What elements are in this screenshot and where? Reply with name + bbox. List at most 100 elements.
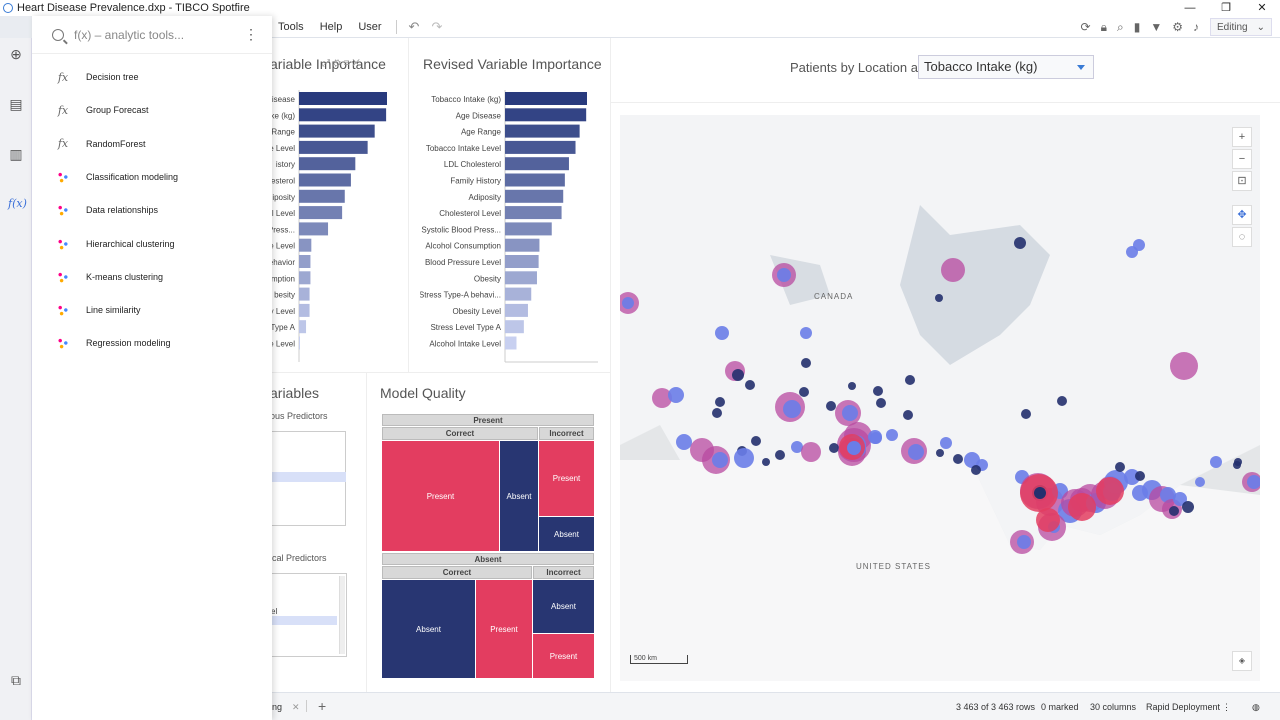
cell-present-incorrect[interactable]: Present — [539, 441, 594, 516]
bar-label: Type A — [271, 323, 296, 332]
bar-label: istory — [276, 160, 295, 169]
cell-present-correct[interactable]: Present — [382, 441, 499, 551]
undo-icon[interactable]: ↶ — [408, 18, 420, 34]
menu-user[interactable]: User — [358, 20, 382, 33]
lasso-icon[interactable]: ◌ — [1232, 227, 1252, 247]
importance-bar — [299, 271, 311, 285]
map-layers-icon[interactable]: ◈ — [1232, 651, 1252, 671]
map-marker — [847, 441, 861, 455]
bar-label: Obesity Level — [453, 307, 502, 316]
importance-bar — [299, 173, 351, 187]
mode-selector[interactable]: Editing ⌄ — [1210, 18, 1272, 36]
menu-help[interactable]: Help — [319, 20, 343, 33]
cell-absent-incorrect[interactable]: Absent — [539, 517, 594, 551]
importance-bar — [299, 140, 368, 154]
patients-map[interactable]: CANADA UNITED STATES 500 km + − ⊡ ✥ ◌ ◈ — [620, 115, 1260, 681]
tool-item[interactable]: fx RandomForest — [32, 129, 272, 159]
data-canvas-icon[interactable]: ⧉ — [11, 672, 21, 688]
bar-label: Tobacco Intake (kg) — [431, 95, 501, 104]
visualization-icon[interactable]: ▥ — [9, 146, 23, 162]
cell-absent-correct[interactable]: Absent — [500, 441, 538, 551]
analytic-tools-panel: f(x) – analytic tools... ⋮ fx Decision tr… — [32, 16, 272, 720]
tools-search[interactable]: f(x) – analytic tools... ⋮ — [32, 16, 272, 54]
map-marker — [715, 397, 725, 407]
menu-tools[interactable]: Tools — [278, 20, 304, 33]
lock-icon[interactable]: 🔒︎ — [1100, 19, 1107, 34]
redo-icon[interactable]: ↷ — [431, 18, 443, 34]
map-marker — [1017, 535, 1031, 549]
map-marker — [777, 268, 791, 282]
map-marker — [668, 387, 684, 403]
chevron-down-icon — [1077, 65, 1085, 70]
map-marker — [1096, 477, 1124, 505]
tool-item[interactable]: fx Decision tree — [32, 62, 272, 92]
map-marker — [652, 388, 672, 408]
map-marker — [842, 405, 858, 421]
fx-icon: fx — [57, 103, 69, 117]
zoom-in-icon[interactable]: + — [1232, 127, 1252, 147]
search-icon[interactable]: ⌕ — [1117, 19, 1124, 34]
scatter-icon — [56, 170, 70, 183]
continuous-predictors-list[interactable] — [270, 431, 346, 526]
minimize-icon[interactable]: — — [1184, 2, 1196, 14]
bar-label: Age Range — [461, 128, 502, 137]
tool-label: Hierarchical clustering — [86, 238, 175, 249]
notifications-icon[interactable]: ♪ — [1193, 20, 1199, 34]
bar-label: Systolic Blood Press... — [421, 225, 501, 234]
cell-absent-correct[interactable]: Absent — [382, 580, 475, 678]
bar-label: isease — [272, 95, 296, 104]
map-marker — [953, 454, 963, 464]
tool-item[interactable]: Hierarchical clustering — [32, 229, 272, 259]
map-marker — [1135, 471, 1145, 481]
tool-item[interactable]: Classification modeling — [32, 162, 272, 192]
tool-item[interactable]: Data relationships — [32, 195, 272, 225]
globe-icon[interactable]: ◍ — [1252, 702, 1260, 712]
bar-label: Family History — [450, 177, 501, 186]
close-tab-icon[interactable]: ✕ — [292, 702, 300, 712]
panel-toolbar-icons[interactable]: ⤢ ⚙ ≡ ✕ — [322, 58, 360, 69]
map-marker — [848, 382, 856, 390]
categorical-predictors-list[interactable]: el — [270, 573, 347, 657]
reload-icon[interactable]: ⟳ — [1080, 20, 1091, 34]
tool-item[interactable]: Line similarity — [32, 295, 272, 325]
correct-header: Correct — [382, 566, 532, 579]
scrollbar[interactable] — [339, 576, 345, 654]
bookmark-icon[interactable]: ▮ — [1133, 20, 1141, 34]
analytics-fx-icon[interactable]: f(x) — [8, 197, 27, 210]
cell-present-incorrect[interactable]: Present — [533, 634, 594, 678]
scatter-icon — [56, 337, 70, 350]
status-more-icon[interactable]: ⋮ — [1222, 702, 1231, 712]
pan-icon[interactable]: ✥ — [1232, 205, 1252, 225]
revised-importance-chart: Tobacco Intake (kg) Age Disease Age Range T… — [420, 90, 598, 363]
deployment-status: Rapid Deployment — [1146, 702, 1221, 712]
cell-present-correct[interactable]: Present — [476, 580, 532, 678]
gear-icon[interactable]: ⚙ — [1172, 20, 1183, 34]
window-titlebar: Heart Disease Prevalence.dxp - TIBCO Spo… — [0, 0, 1280, 16]
map-marker — [712, 408, 722, 418]
color-by-dropdown[interactable]: Tobacco Intake (kg) — [918, 55, 1094, 79]
map-marker — [936, 449, 944, 457]
data-table-icon[interactable]: ▤ — [9, 96, 23, 112]
cell-absent-incorrect[interactable]: Absent — [533, 580, 594, 633]
zoom-to-fit-icon[interactable]: ⊡ — [1232, 171, 1252, 191]
importance-bar — [505, 238, 540, 252]
filter-icon[interactable]: ▼ — [1150, 20, 1163, 34]
scatter-icon — [56, 270, 70, 283]
dropdown-value: Tobacco Intake (kg) — [924, 59, 1038, 74]
add-page-icon[interactable]: + — [318, 698, 327, 714]
close-icon[interactable]: ✕ — [1257, 2, 1267, 14]
tool-item[interactable]: K-means clustering — [32, 262, 272, 292]
more-options-icon[interactable]: ⋮ — [244, 26, 258, 42]
map-marker — [676, 434, 692, 450]
tool-item[interactable]: Regression modeling — [32, 328, 272, 358]
page-tab[interactable]: ing — [270, 702, 283, 712]
map-marker — [1210, 456, 1222, 468]
zoom-out-icon[interactable]: − — [1232, 149, 1252, 169]
tool-item[interactable]: fx Group Forecast — [32, 95, 272, 125]
importance-bar — [505, 124, 580, 138]
tool-label: Data relationships — [86, 205, 159, 216]
map-marker — [1036, 508, 1060, 532]
restore-icon[interactable]: ❐ — [1221, 2, 1231, 14]
importance-bar — [299, 222, 329, 236]
add-data-icon[interactable]: ⊕ — [10, 46, 22, 62]
